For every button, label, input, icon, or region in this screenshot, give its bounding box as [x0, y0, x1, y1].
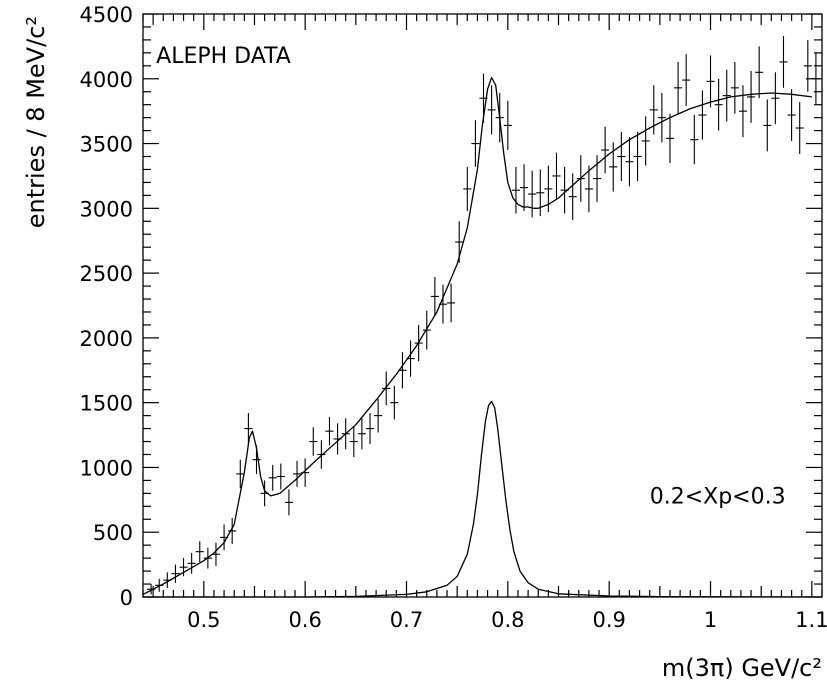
- data-point: [317, 440, 326, 469]
- data-point: [390, 385, 399, 420]
- data-point: [722, 69, 731, 122]
- data-point: [706, 55, 715, 108]
- data-point: [747, 71, 756, 123]
- x-tick-label: 1.1: [795, 608, 827, 632]
- y-tick-label: 3500: [80, 133, 133, 157]
- data-point: [487, 85, 496, 135]
- data-point: [179, 558, 188, 577]
- data-point: [171, 564, 180, 583]
- x-tick-labels: 0.5 0.6 0.7 0.8 0.9 1 1.1: [187, 608, 827, 632]
- data-point: [601, 126, 610, 174]
- data-point: [471, 120, 480, 167]
- data-point: [195, 541, 204, 563]
- fit-curves: [142, 76, 823, 598]
- data-point: [187, 552, 196, 574]
- plot-frame: [142, 13, 823, 598]
- experiment-label: ALEPH DATA: [156, 44, 291, 69]
- y-tick-label: 4500: [80, 3, 133, 27]
- data-point: [511, 166, 520, 214]
- data-point: [690, 115, 699, 165]
- data-point: [528, 170, 537, 218]
- y-axis-title: entries / 8 MeV/c²: [22, 16, 50, 228]
- data-point: [365, 413, 375, 445]
- x-tick-label: 0.6: [288, 608, 321, 632]
- data-point: [463, 166, 472, 211]
- data-point: [422, 310, 431, 350]
- data-point: [674, 61, 683, 114]
- data-point: [787, 89, 796, 141]
- data-point: [617, 131, 626, 182]
- x-axis-title: m(3π) GeV/c²: [662, 654, 822, 682]
- y-tick-label: 1000: [80, 456, 133, 480]
- data-point: [665, 113, 675, 163]
- data-point: [779, 36, 788, 88]
- y-tick-labels: 0 500 1000 1500 2000 2500 3000 3500 4000 4500: [80, 3, 133, 610]
- data-point: [228, 517, 237, 544]
- data-point: [357, 418, 366, 450]
- x-tick-label: 1: [704, 608, 717, 632]
- data-point: [771, 72, 780, 125]
- data-point: [268, 464, 277, 491]
- data-point: [536, 169, 545, 217]
- total-fit-curve: [142, 76, 812, 595]
- y-tick-label: 0: [120, 586, 133, 610]
- omega-signal-curve: [143, 400, 823, 598]
- data-point: [641, 116, 650, 166]
- x-tick-label: 0.7: [390, 608, 423, 632]
- data-point: [625, 137, 634, 187]
- data-point: [382, 371, 391, 406]
- y-tick-label: 1500: [80, 392, 133, 416]
- data-point: [503, 100, 512, 151]
- data-point: [795, 102, 804, 154]
- data-point: [682, 54, 691, 106]
- data-point: [811, 52, 820, 105]
- data-point: [633, 131, 642, 182]
- x-tick-label: 0.9: [592, 608, 625, 632]
- data-point: [519, 164, 529, 211]
- data-point: [738, 85, 748, 138]
- data-point: [803, 39, 812, 92]
- data-point: [763, 99, 772, 152]
- data-point: [552, 152, 561, 200]
- data-point: [430, 276, 439, 316]
- data-point: [714, 78, 723, 131]
- xp-range-label: 0.2<Xp<0.3: [650, 485, 786, 510]
- y-tick-label: 500: [93, 521, 133, 545]
- data-point: [309, 427, 318, 456]
- data-point: [374, 398, 383, 433]
- data-point: [592, 155, 602, 202]
- data-points: [147, 36, 820, 595]
- data-point: [755, 46, 764, 99]
- x-tick-label: 0.5: [187, 608, 220, 632]
- data-point: [284, 489, 293, 516]
- data-point: [698, 90, 707, 140]
- data-point: [292, 460, 302, 487]
- data-point: [244, 413, 253, 445]
- data-point: [325, 416, 334, 446]
- data-point: [584, 165, 593, 213]
- data-point: [447, 283, 456, 323]
- x-tick-label: 0.8: [491, 608, 524, 632]
- y-tick-label: 3000: [80, 197, 133, 221]
- data-point: [568, 173, 577, 220]
- data-point: [730, 61, 739, 114]
- data-point: [236, 459, 245, 489]
- data-point: [657, 93, 666, 143]
- y-tick-label: 2500: [80, 262, 133, 286]
- data-point: [276, 463, 285, 490]
- data-point: [349, 425, 358, 458]
- y-tick-label: 4000: [80, 68, 133, 92]
- y-tick-label: 2000: [80, 327, 133, 351]
